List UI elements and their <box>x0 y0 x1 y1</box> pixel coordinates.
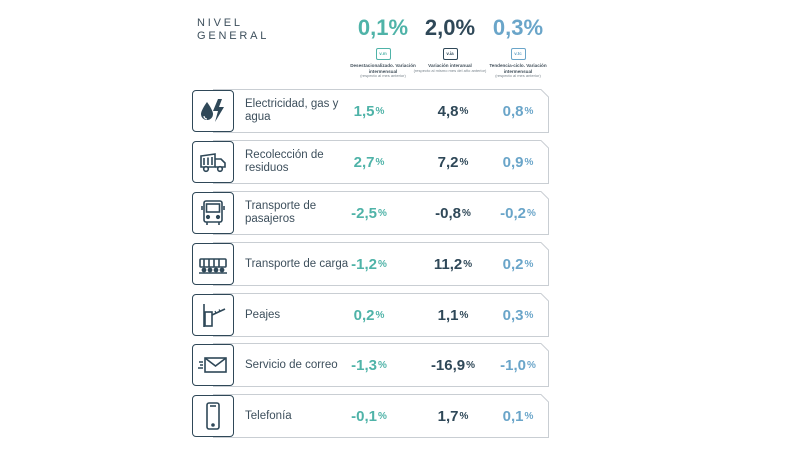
header-annual-value: 2,0% <box>424 15 476 40</box>
value-trend: 0,3% <box>502 306 534 324</box>
row-passengers: Transporte de pasajeros -2,5% -0,8% -0,2… <box>191 191 549 235</box>
value-trend: -1,0% <box>500 356 536 374</box>
value-trend: 0,8% <box>502 102 534 120</box>
value-annual: 1,1% <box>437 306 469 324</box>
value-monthly: -1,2% <box>351 255 387 273</box>
row-frame <box>213 242 549 286</box>
header-monthly-label: Desestacionalizado. Variación intermensu… <box>350 63 416 74</box>
value-monthly: -0,1% <box>351 407 387 425</box>
header-annual-label: Variación interanual <box>428 63 472 68</box>
value-annual: 11,2% <box>433 255 473 273</box>
row-electricity: Electricidad, gas y agua 1,5% 4,8% 0,8% <box>191 89 549 133</box>
value-annual: 7,2% <box>437 153 469 171</box>
value-annual: 1,7% <box>437 407 469 425</box>
value-monthly: 2,7% <box>353 153 385 171</box>
row-frame <box>213 394 549 438</box>
bus-icon <box>192 192 234 234</box>
row-label: Transporte de pasajeros <box>245 200 317 225</box>
value-annual: -16,9% <box>430 356 476 374</box>
header-monthly-badge: v.m <box>375 48 391 60</box>
value-annual: 4,8% <box>437 102 469 120</box>
value-trend: 0,2% <box>502 255 534 273</box>
freight-train-icon <box>192 243 234 285</box>
row-label: Electricidad, gas y agua <box>245 98 339 123</box>
header-trend-label: Tendencia-ciclo. Variación intermensual <box>489 63 547 74</box>
header-annual-sub: (respecto al mismo mes del año anterior) <box>413 67 487 73</box>
row-label: Transporte de carga <box>245 257 349 270</box>
header-trend-value: 0,3% <box>492 15 544 40</box>
row-frame <box>213 343 549 387</box>
water-electricity-icon <box>192 90 234 132</box>
row-frame <box>213 140 549 184</box>
row-label: Peajes <box>245 308 281 321</box>
header-trend-badge: v.tc <box>510 48 526 60</box>
mobile-phone-icon <box>192 395 234 437</box>
row-frame <box>213 89 549 133</box>
value-monthly: 1,5% <box>353 102 385 120</box>
header-trend-sub: (respecto al mes anterior) <box>495 73 541 78</box>
row-telephony: Telefonía -0,1% 1,7% 0,1% <box>191 394 549 438</box>
header-monthly-sub: (respecto al mes anterior) <box>360 73 406 78</box>
header-annual: 2,0% v.ia Variación interanual (respecto… <box>409 14 491 73</box>
header-monthly-value: 0,1% <box>357 15 409 40</box>
row-label: Recolección de residuos <box>245 149 324 174</box>
value-monthly: 0,2% <box>353 306 385 324</box>
row-mail: Servicio de correo -1,3% -16,9% -1,0% <box>191 343 549 387</box>
value-monthly: -1,3% <box>351 356 387 374</box>
section-title: NIVEL GENERAL <box>197 17 270 42</box>
row-freight: Transporte de carga -1,2% 11,2% 0,2% <box>191 242 549 286</box>
value-trend: 0,1% <box>502 407 534 425</box>
row-frame <box>213 293 549 337</box>
toll-barrier-icon <box>192 294 234 336</box>
header-monthly: 0,1% v.m Desestacionalizado. Variación i… <box>342 14 424 79</box>
row-waste: Recolección de residuos 2,7% 7,2% 0,9% <box>191 140 549 184</box>
value-trend: -0,2% <box>500 204 536 222</box>
value-annual: -0,8% <box>435 204 471 222</box>
mail-envelope-icon <box>192 344 234 386</box>
header-annual-badge: v.ia <box>442 48 458 60</box>
value-trend: 0,9% <box>502 153 534 171</box>
header-trend: 0,3% v.tc Tendencia-ciclo. Variación int… <box>477 14 559 79</box>
row-label: Servicio de correo <box>245 358 338 371</box>
row-label: Telefonía <box>245 409 292 422</box>
row-tolls: Peajes 0,2% 1,1% 0,3% <box>191 293 549 337</box>
value-monthly: -2,5% <box>351 204 387 222</box>
row-frame <box>213 191 549 235</box>
garbage-truck-icon <box>192 141 234 183</box>
